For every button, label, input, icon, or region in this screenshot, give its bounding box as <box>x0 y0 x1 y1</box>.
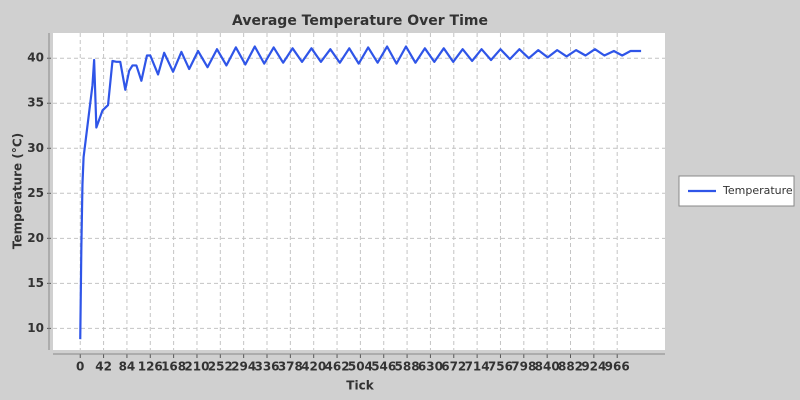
x-tick-label: 966 <box>605 360 630 374</box>
chart-title: Average Temperature Over Time <box>232 13 488 29</box>
x-tick-label: 798 <box>511 360 536 374</box>
plot-layer: 10 15 20 25 30 35 40 0 42 84 126168210252294336378… <box>27 33 665 374</box>
x-tick-label: 840 <box>535 360 560 374</box>
x-tick-label: 0 <box>76 360 84 374</box>
y-tick-label: 10 <box>27 321 44 335</box>
x-tick-label: 546 <box>371 360 396 374</box>
plot-area <box>53 33 665 350</box>
y-tick-label: 40 <box>27 51 44 65</box>
x-axis-label: Tick <box>346 379 374 393</box>
x-tick-label: 714 <box>465 360 490 374</box>
y-axis-label: Temperature (°C) <box>11 133 25 249</box>
x-tick-label: 336 <box>254 360 279 374</box>
y-tick-label: 30 <box>27 141 44 155</box>
x-tick-label: 252 <box>208 360 233 374</box>
x-tick-label: 294 <box>231 360 256 374</box>
x-tick-label: 378 <box>278 360 303 374</box>
legend-label: Temperature <box>722 184 793 197</box>
y-tick-label: 25 <box>27 186 44 200</box>
y-tick-label: 15 <box>27 276 44 290</box>
x-tick-label: 84 <box>119 360 136 374</box>
x-tick-label: 504 <box>348 360 373 374</box>
x-tick-label: 462 <box>325 360 350 374</box>
x-tick-label: 630 <box>418 360 443 374</box>
x-tick-label: 42 <box>95 360 112 374</box>
x-tick-label: 168 <box>161 360 186 374</box>
x-tick-label: 924 <box>581 360 606 374</box>
x-tick-label: 672 <box>441 360 466 374</box>
x-tick-label: 756 <box>488 360 513 374</box>
x-tick-label: 882 <box>558 360 583 374</box>
x-tick-label: 588 <box>395 360 420 374</box>
x-tick-label: 420 <box>301 360 326 374</box>
x-tick-label: 126 <box>138 360 163 374</box>
y-tick-label: 20 <box>27 231 44 245</box>
y-tick-label: 35 <box>27 96 44 110</box>
data-line <box>79 45 642 340</box>
x-tick-label: 210 <box>184 360 209 374</box>
legend: Temperature <box>678 175 795 207</box>
